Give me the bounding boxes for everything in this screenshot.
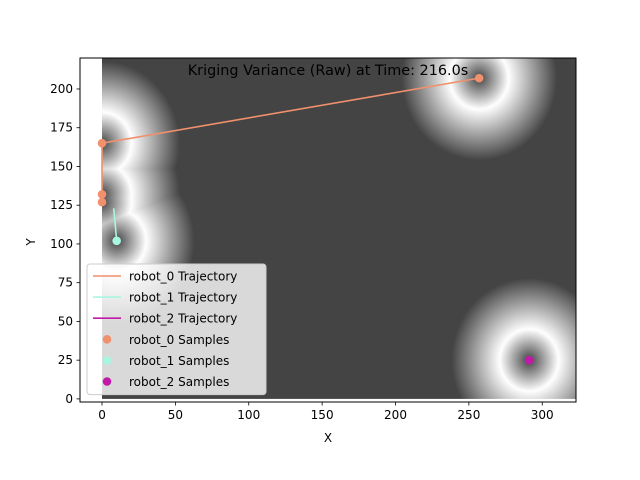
y-axis-ticks: 0 25 50 75 100 125 150 175 200 bbox=[50, 82, 80, 406]
legend-box bbox=[86, 263, 267, 396]
y-tick-label: 0 bbox=[65, 392, 73, 406]
x-tick-label: 0 bbox=[98, 408, 106, 422]
x-tick-label: 300 bbox=[531, 408, 554, 422]
legend-label: robot_1 Trajectory bbox=[129, 291, 237, 305]
legend-label: robot_0 Trajectory bbox=[129, 270, 237, 284]
x-tick-label: 200 bbox=[384, 408, 407, 422]
legend-swatch-marker bbox=[102, 356, 112, 365]
y-tick-label: 25 bbox=[58, 353, 73, 367]
y-tick-label: 100 bbox=[50, 237, 73, 251]
y-tick-label: 175 bbox=[50, 121, 73, 135]
sample-point-4-0 bbox=[112, 236, 121, 246]
legend-swatch-marker bbox=[102, 377, 112, 386]
axes-frame bbox=[79, 57, 577, 403]
x-axis-label: X bbox=[324, 431, 332, 445]
sample-point-3-1 bbox=[97, 190, 107, 199]
y-tick-label: 75 bbox=[58, 276, 73, 290]
series-line-1 bbox=[112, 208, 118, 241]
x-tick-label: 150 bbox=[311, 408, 334, 422]
series-layer bbox=[97, 73, 534, 365]
y-tick-label: 200 bbox=[50, 82, 73, 96]
x-tick-label: 50 bbox=[168, 408, 183, 422]
x-tick-label: 250 bbox=[457, 408, 480, 422]
sample-point-3-2 bbox=[97, 197, 107, 207]
x-tick-label: 100 bbox=[237, 408, 260, 422]
legend-label: robot_2 Samples bbox=[129, 375, 229, 389]
chart-title: Kriging Variance (Raw) at Time: 216.0s bbox=[188, 63, 469, 79]
legend-label: robot_1 Samples bbox=[129, 354, 229, 368]
sample-point-5-0 bbox=[524, 355, 534, 365]
legend-swatch-marker bbox=[102, 335, 112, 344]
x-axis-ticks: 0 50 100 150 200 250 300 bbox=[98, 402, 554, 422]
y-axis-label: Y bbox=[24, 238, 38, 247]
y-tick-label: 50 bbox=[58, 314, 73, 328]
sample-point-3-0 bbox=[97, 138, 107, 148]
legend-label: robot_2 Trajectory bbox=[129, 312, 237, 326]
legend-label: robot_0 Samples bbox=[129, 333, 229, 347]
y-tick-label: 150 bbox=[50, 159, 73, 173]
sample-point-3-3 bbox=[474, 73, 484, 83]
legend: robot_0 Trajectory robot_1 Trajectory robo… bbox=[86, 263, 267, 396]
y-tick-label: 125 bbox=[50, 198, 73, 212]
